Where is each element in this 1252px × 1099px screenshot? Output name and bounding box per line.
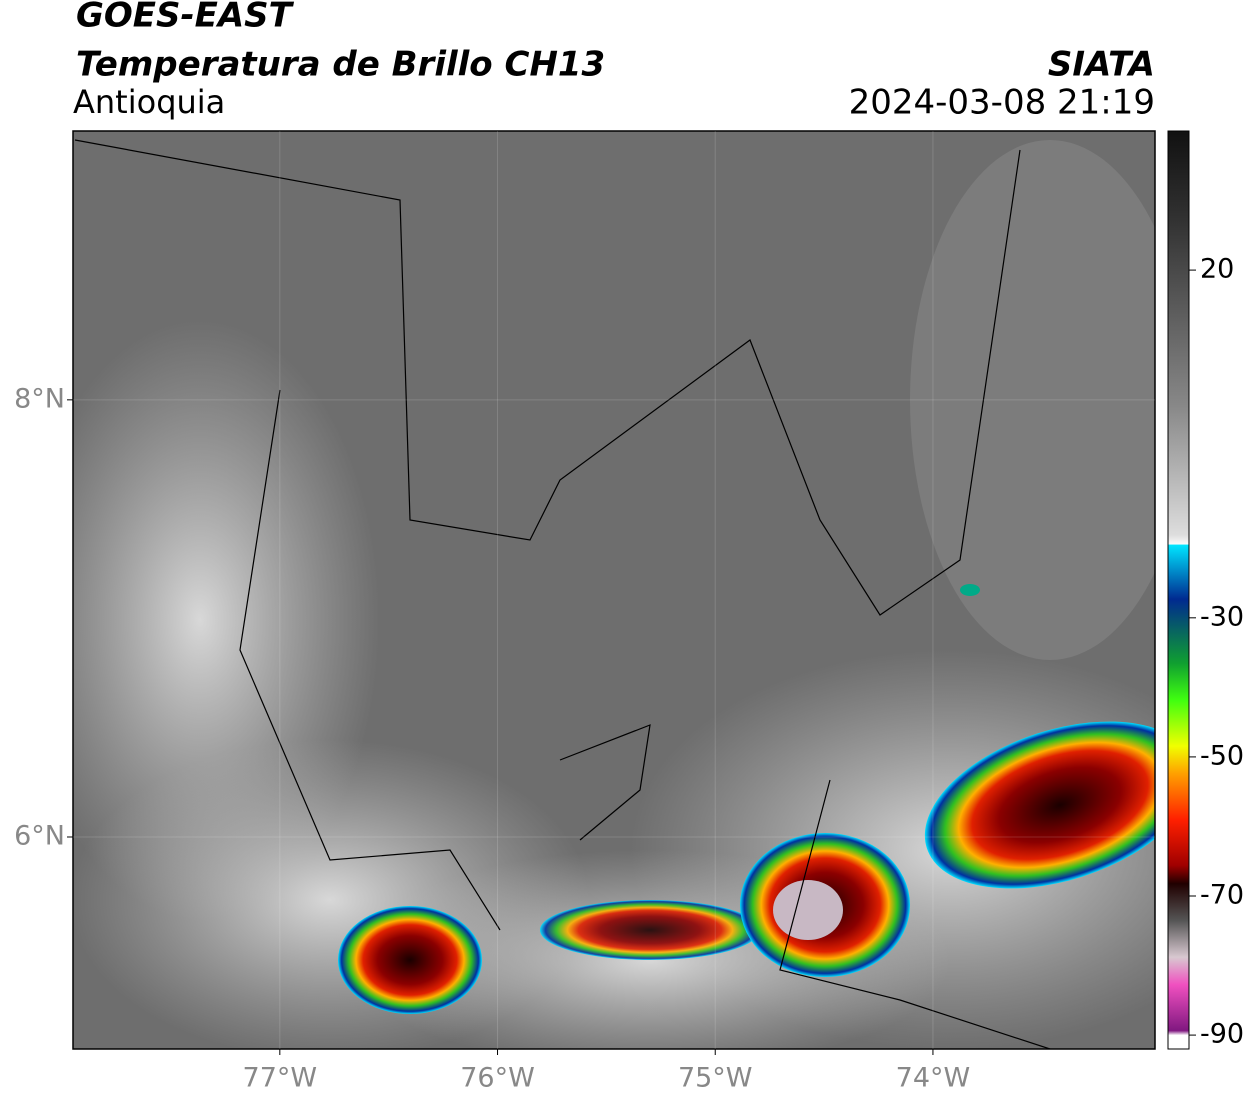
- colorbar-label: -70: [1200, 880, 1244, 911]
- colorbar-label: 20: [1200, 254, 1234, 285]
- datetime: 2024-03-08 21:19: [849, 83, 1155, 123]
- subtitle: Temperatura de Brillo CH13: [76, 45, 605, 85]
- map-frame: [72, 130, 1156, 1050]
- satellite-image: [73, 131, 1155, 1049]
- title: GOES-EAST: [76, 0, 295, 36]
- source: SIATA: [1048, 45, 1155, 85]
- y-tick-label: 6°N: [14, 820, 65, 851]
- x-tick-label: 75°W: [678, 1063, 753, 1094]
- colorbar-label: -30: [1200, 601, 1244, 632]
- region: Antioquia: [73, 83, 225, 121]
- colorbar-label: -50: [1200, 740, 1244, 771]
- x-tick-label: 77°W: [243, 1063, 318, 1094]
- y-tick-label: 8°N: [14, 383, 65, 414]
- colorbar-label: -90: [1200, 1019, 1244, 1050]
- colorbar: [1167, 130, 1190, 1050]
- x-tick-label: 74°W: [896, 1063, 971, 1094]
- x-tick-label: 76°W: [460, 1063, 535, 1094]
